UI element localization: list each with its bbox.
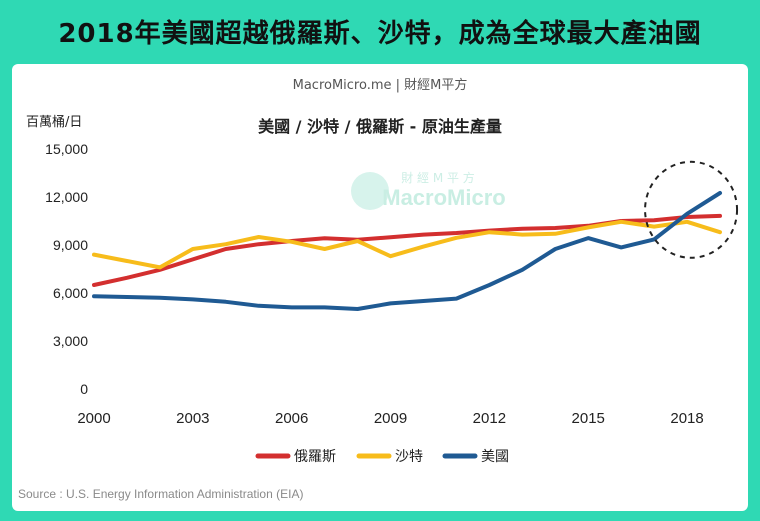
legend-label-usa: 美國 [481,449,509,465]
x-tick-label: 2015 [572,410,605,427]
y-axis-unit-label: 百萬桶/日 [26,115,83,130]
x-tick-label: 2003 [176,410,209,427]
headline: 2018年美國超越俄羅斯、沙特，成為全球最大產油國 [58,18,702,49]
legend-label-russia: 俄羅斯 [294,449,336,465]
watermark-brand-text: MacroMicro [382,185,505,210]
x-tick-label: 2018 [670,410,703,427]
chart-card: MacroMicro.me | 財經M平方 百萬桶/日 美國 / 沙特 / 俄羅… [12,64,748,511]
y-tick-label: 3,000 [53,333,88,349]
chart-title: 美國 / 沙特 / 俄羅斯 - 原油生產量 [258,117,502,136]
series-line-saudi [92,219,722,270]
series-line-usa [92,191,722,311]
x-tick-label: 2006 [275,410,308,427]
annotation-circle [644,160,739,259]
watermark-top-text: 財 經 M 平 方 [401,170,475,185]
x-tick-label: 2012 [473,410,506,427]
source-text: Source : U.S. Energy Information Adminis… [18,487,304,501]
watermark-logo-icon [351,172,389,210]
y-tick-label: 9,000 [53,237,88,253]
y-tick-label: 12,000 [45,189,88,205]
legend-label-saudi: 沙特 [395,449,423,465]
x-tick-label: 2000 [77,410,110,427]
y-tick-label: 0 [80,381,88,397]
credit-text: MacroMicro.me | 財經M平方 [292,78,468,93]
y-tick-label: 6,000 [53,285,88,301]
y-tick-label: 15,000 [45,141,88,157]
x-tick-label: 2009 [374,410,407,427]
